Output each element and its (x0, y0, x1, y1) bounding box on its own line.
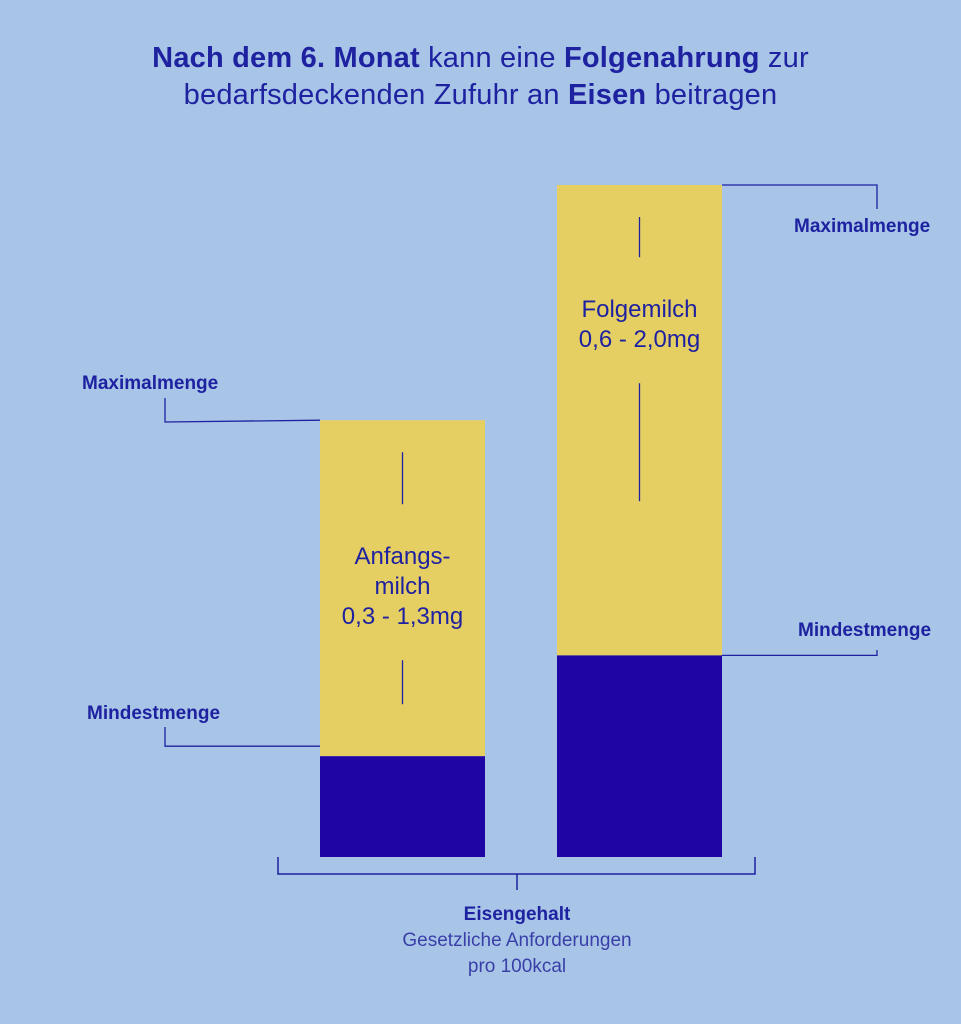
title-segment: Folgenahrung (563, 42, 760, 74)
max-leader-0 (164, 398, 321, 423)
title-line-1: Nach dem 6. Monat kann eine Folgenahrung… (0, 40, 961, 77)
title-segment: Nach dem 6. Monat (152, 42, 420, 74)
bar-label-1-0: Folgemilch (581, 296, 697, 323)
title-line-2: bedarfsdeckenden Zufuhr an Eisen beitrag… (0, 77, 961, 114)
max-label-0: Maximalmenge (82, 373, 218, 394)
chart-title: Nach dem 6. Monat kann eine Folgenahrung… (0, 40, 961, 114)
bar-label-0-1: milch (374, 573, 430, 600)
max-leader-1 (722, 184, 878, 209)
axis-subtitle-line-1: Gesetzliche Anforderungen (402, 930, 631, 951)
x-axis-bracket (277, 857, 756, 890)
title-segment: beitragen (646, 79, 778, 111)
title-segment: kann eine (419, 42, 564, 74)
minimum-bar-1 (557, 655, 722, 857)
title-segment: bedarfsdeckenden Zufuhr an (183, 79, 568, 111)
bracket-line (277, 857, 756, 875)
bar-label-0-0: Anfangs- (354, 543, 450, 570)
axis-subtitle-line-2: pro 100kcal (468, 956, 566, 977)
max-label-1: Maximalmenge (794, 216, 930, 237)
title-segment: Eisen (567, 79, 647, 111)
minimum-bar-0 (320, 756, 485, 857)
min-label-0: Mindestmenge (87, 703, 220, 724)
axis-title: Eisengehalt (464, 904, 571, 925)
min-leader-0 (164, 727, 320, 747)
min-label-1: Mindestmenge (798, 620, 931, 641)
min-leader-1 (722, 650, 878, 657)
bar-label-1-1: 0,6 - 2,0mg (579, 326, 700, 353)
bar-label-0-2: 0,3 - 1,3mg (342, 603, 463, 630)
title-segment: zur (759, 42, 809, 74)
